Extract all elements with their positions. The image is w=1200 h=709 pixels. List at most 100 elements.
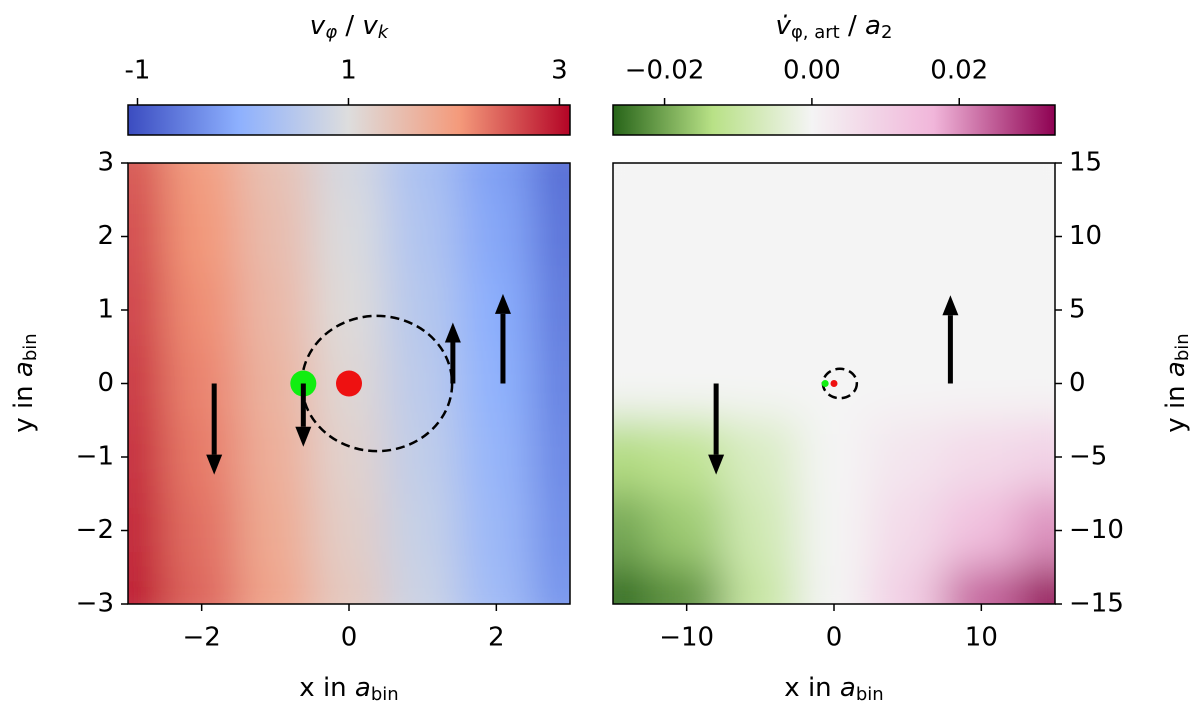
heatmap-cell [238, 163, 313, 201]
panel: v̇φ, art / a2 x in abin y in abin −10 0 10… [612, 11, 1193, 706]
arrow-head [295, 426, 312, 447]
heatmap-cell [128, 163, 166, 201]
arrow [295, 383, 312, 447]
heatmap-cell [723, 419, 798, 495]
heatmap-cell [459, 419, 534, 495]
heatmap-cells [128, 163, 570, 604]
heatmap-cell [164, 419, 239, 495]
heatmap-cell [1017, 566, 1055, 604]
heatmap-cell [238, 566, 313, 604]
heatmap-cell [532, 419, 570, 495]
heatmap-cell [532, 566, 570, 604]
heatmap-cell [459, 163, 534, 201]
x-axis-label: x in abin [784, 673, 883, 706]
y-tick-label: 5 [1069, 295, 1086, 325]
colorbar-tick-label: -1 [125, 56, 151, 86]
arrow-head [206, 454, 223, 475]
y-tick-label: −2 [76, 515, 114, 545]
y-tick-label: −3 [76, 589, 114, 619]
colorbar [127, 104, 571, 136]
heatmap-cell [796, 163, 872, 201]
colorbar-tick-label: 1 [340, 56, 357, 86]
heatmap-cell [128, 199, 166, 274]
x-tick-label: 0 [341, 623, 358, 653]
y-tick-label: 0 [1069, 368, 1086, 398]
heatmap-cell [870, 272, 945, 348]
heatmap-cell [164, 199, 239, 274]
y-tick-label: 3 [97, 148, 114, 178]
heatmap-cell [944, 493, 1019, 568]
heatmap-cell [870, 566, 945, 604]
x-tick-label: 10 [965, 623, 998, 653]
colorbar-tick-label: 0.02 [930, 56, 988, 86]
heatmap-cell [613, 493, 651, 568]
y-axis-label: y in abin [9, 333, 42, 432]
x-tick-label: −10 [659, 623, 714, 653]
heatmap-cell [613, 272, 651, 348]
x-tick-label: 2 [488, 623, 505, 653]
arrow [444, 322, 461, 384]
heatmap-cell [649, 493, 724, 568]
point [336, 370, 362, 397]
y-tick-label: 0 [97, 368, 114, 398]
heatmap-cell [532, 163, 570, 201]
heatmap-cell [385, 163, 460, 201]
heatmap-cell [944, 419, 1019, 495]
arrow-head [708, 454, 725, 475]
heatmap-cell [1017, 272, 1055, 348]
heatmap-cell [613, 199, 651, 274]
heatmap-cell [311, 493, 387, 568]
heatmap-cell [385, 419, 460, 495]
arrow-head [942, 295, 959, 316]
heatmap-cell [649, 163, 724, 201]
y-tick-label: 1 [97, 295, 114, 325]
heatmap-cell [649, 346, 724, 421]
point [830, 380, 838, 387]
heatmap-cell [723, 566, 798, 604]
heatmap-cell [164, 163, 239, 201]
panel: vφ / vk x in abin y in abin −2 0 2 −3 −2 −1 0 1… [9, 11, 571, 705]
arrow [206, 383, 223, 475]
heatmap-cell [723, 493, 798, 568]
heatmap-cell [796, 419, 872, 495]
heatmap-cell [1017, 493, 1055, 568]
heatmap-cell [311, 272, 387, 348]
heatmap-cell [723, 346, 798, 421]
colorbar-tick-label: 0.00 [783, 56, 841, 86]
heatmap-cell [796, 493, 872, 568]
heatmap-cell [459, 493, 534, 568]
heatmap-cell [164, 493, 239, 568]
heatmap-cell [238, 493, 313, 568]
heatmap-cell [238, 199, 313, 274]
heatmap-cell [311, 163, 387, 201]
point [821, 380, 829, 387]
heatmap-cell [532, 199, 570, 274]
heatmap-cell [532, 272, 570, 348]
heatmap-cell [870, 346, 945, 421]
heatmap-cell [164, 346, 239, 421]
heatmap-cell [1017, 199, 1055, 274]
heatmap-cell [459, 346, 534, 421]
heatmap-cell [385, 346, 460, 421]
heatmap-cell [870, 493, 945, 568]
arrow [494, 293, 511, 384]
heatmap-cell [164, 272, 239, 348]
heatmap-cell [1017, 163, 1055, 201]
heatmap-cell [311, 566, 387, 604]
heatmap-cell [128, 346, 166, 421]
heatmap-cell [613, 346, 651, 421]
heatmap-cell [164, 566, 239, 604]
colorbar [612, 104, 1056, 136]
heatmap-cell [944, 566, 1019, 604]
heatmap-cell [532, 493, 570, 568]
y-tick-label: −5 [1069, 442, 1107, 472]
colorbar-tick-label: 3 [551, 56, 568, 86]
heatmap-cell [128, 419, 166, 495]
heatmap-cell [870, 163, 945, 201]
y-tick-label: −1 [76, 442, 114, 472]
y-tick-label: −10 [1069, 515, 1124, 545]
y-tick-label: 2 [97, 221, 114, 251]
y-tick-label: 10 [1069, 221, 1102, 251]
heatmap-cell [459, 566, 534, 604]
